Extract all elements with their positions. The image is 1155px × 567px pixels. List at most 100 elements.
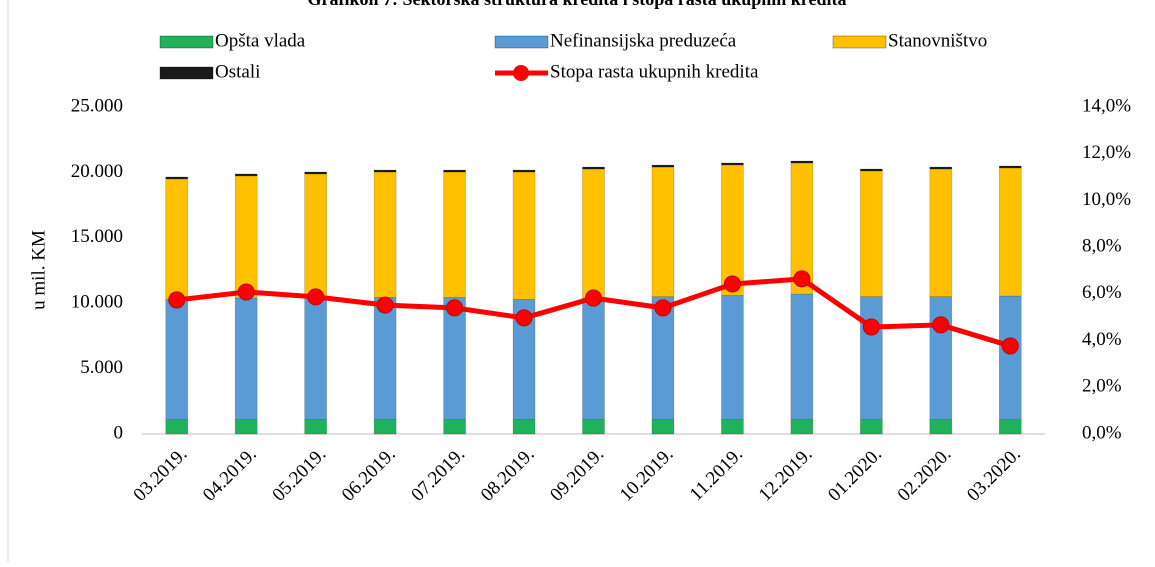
x-tick-label: 03.2020.	[963, 444, 1025, 506]
y-axis-label: u mil. KM	[28, 230, 49, 310]
legend-swatch	[832, 35, 887, 49]
x-tick-label: 01.2020.	[824, 444, 886, 506]
line-point	[862, 318, 880, 336]
legend-label: Nefinansijska preduzeća	[550, 30, 737, 51]
bar-segment	[512, 419, 536, 435]
bar-segment	[165, 176, 189, 180]
bar-segment	[512, 169, 536, 173]
x-tick-label: 05.2019.	[268, 444, 330, 506]
line-point	[932, 316, 950, 334]
legend-label: Stanovništvo	[888, 30, 987, 51]
x-tick-label: 12.2019.	[755, 444, 817, 506]
legend-label: Opšta vlada	[215, 30, 306, 51]
legend-swatch	[513, 65, 529, 81]
chart-frame	[7, 0, 9, 567]
legend-label: Stopa rasta ukupnih kredita	[550, 61, 759, 82]
line-point	[376, 296, 394, 314]
bar-segment	[234, 175, 258, 299]
bar-segment	[234, 297, 258, 420]
bar-segment	[582, 168, 605, 299]
y-tick-label: 25.000	[71, 95, 123, 116]
line-point	[654, 299, 672, 317]
bar-segment	[929, 166, 953, 170]
bar-segment	[721, 162, 744, 166]
y2-tick-label: 2,0%	[1082, 376, 1122, 397]
bar-segment	[512, 171, 536, 300]
bar-segment	[165, 178, 189, 300]
bar-segment	[929, 419, 953, 435]
x-tick-label: 10.2019.	[616, 444, 678, 506]
y2-tick-label: 12,0%	[1082, 142, 1131, 163]
bar-segment	[304, 297, 327, 420]
bar-segment	[790, 160, 814, 164]
legend-swatch	[159, 66, 214, 80]
bar-segment	[304, 419, 327, 435]
y2-tick-label: 0,0%	[1082, 422, 1122, 443]
bar-segment	[860, 296, 883, 420]
bar-segment	[721, 419, 744, 435]
y2-tick-label: 6,0%	[1082, 282, 1122, 303]
bar-segment	[234, 419, 258, 435]
x-tick-label: 08.2019.	[477, 444, 539, 506]
legend-swatch	[494, 35, 549, 49]
line-point	[723, 275, 741, 293]
bar-segment	[998, 165, 1022, 169]
y-tick-label: 10.000	[71, 292, 123, 313]
y2-tick-label: 14,0%	[1082, 95, 1131, 116]
bar-segment	[373, 169, 397, 173]
bar-segment	[165, 419, 189, 435]
y2-tick-label: 4,0%	[1082, 329, 1122, 350]
bar-segment	[582, 419, 605, 435]
y-tick-label: 15.000	[71, 226, 123, 247]
bar-segment	[443, 419, 466, 435]
bar-segment	[929, 168, 953, 297]
line-point	[237, 283, 255, 301]
bar-segment	[582, 166, 605, 170]
bar-segment	[443, 171, 466, 298]
line-point	[515, 309, 533, 327]
bar-segment	[651, 419, 675, 435]
bar-segment	[304, 173, 327, 299]
bar-segment	[651, 166, 675, 297]
y-tick-label: 20.000	[71, 161, 123, 182]
line-point	[1001, 337, 1019, 355]
bar-segment	[860, 170, 883, 297]
bar-segment	[929, 296, 953, 420]
line-point	[307, 288, 325, 306]
y-tick-label: 0	[114, 422, 124, 443]
line-point	[793, 270, 811, 288]
bar-segment	[860, 419, 883, 435]
x-tick-label: 09.2019.	[546, 444, 608, 506]
y2-tick-label: 8,0%	[1082, 236, 1122, 257]
bar-segment	[860, 168, 883, 172]
x-tick-label: 03.2019.	[129, 444, 191, 506]
legend-swatch	[159, 35, 214, 49]
bar-segment	[651, 164, 675, 168]
bar-segment	[790, 419, 814, 435]
x-tick-label: 04.2019.	[199, 444, 261, 506]
bar-segment	[998, 295, 1022, 420]
x-tick-label: 06.2019.	[338, 444, 400, 506]
bar-segment	[373, 171, 397, 298]
line-point	[585, 289, 602, 307]
x-tick-label: 11.2019.	[686, 444, 747, 505]
y-tick-label: 5.000	[80, 357, 123, 378]
bar-segment	[790, 293, 814, 420]
bar-segment	[582, 297, 605, 420]
bar-segment	[443, 169, 466, 173]
bar-segment	[165, 298, 189, 420]
y2-tick-label: 10,0%	[1082, 189, 1131, 210]
bar-segment	[998, 419, 1022, 435]
chart-title: Grafikon 7: Sektorska struktura kredita …	[308, 0, 847, 9]
legend-label: Ostali	[215, 61, 260, 82]
x-tick-label: 07.2019.	[407, 444, 469, 506]
line-point	[446, 299, 464, 317]
bar-segment	[304, 171, 327, 175]
bar-segment	[373, 297, 397, 420]
bar-segment	[721, 295, 744, 420]
bar-segment	[998, 167, 1022, 297]
bar-segment	[234, 173, 258, 177]
x-tick-label: 02.2020.	[894, 444, 956, 506]
bar-segment	[373, 419, 397, 435]
